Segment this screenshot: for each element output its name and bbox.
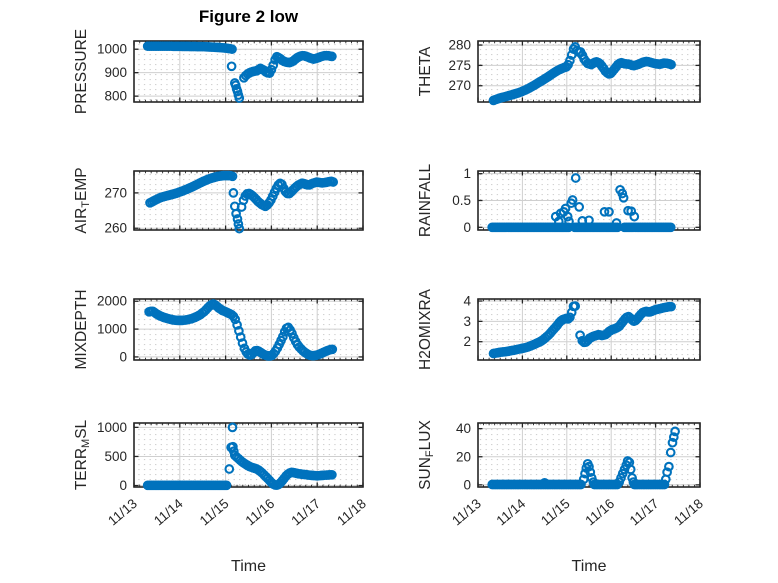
svg-text:11/16: 11/16 — [582, 496, 617, 529]
scatter-series-theta — [488, 42, 676, 106]
svg-text:0.5: 0.5 — [452, 193, 471, 208]
scatter-series-terrmsl — [142, 422, 337, 491]
svg-text:40: 40 — [456, 421, 471, 436]
x-tick-labels: 11/13 11/14 11/15 11/16 11/17 11/18 — [105, 495, 369, 528]
svg-text:11/14: 11/14 — [151, 495, 186, 528]
plot-h2omixra: 2 3 4 H2OMIXRA — [417, 288, 701, 370]
scatter-series-airtemp — [145, 170, 339, 234]
axes-frame — [477, 40, 701, 103]
plot-theta: 270 275 280 THETA — [417, 38, 701, 106]
y-axis-label-sunflux: SUNFLUX — [417, 420, 436, 490]
svg-text:275: 275 — [448, 58, 471, 73]
svg-text:500: 500 — [104, 449, 127, 464]
scatter-series-mixdepth — [144, 299, 338, 361]
svg-text:11/18: 11/18 — [334, 496, 369, 529]
y-tick-labels: 2 3 4 — [463, 294, 471, 350]
plot-mixdepth: 0 1000 2000 MIXDEPTH — [73, 289, 364, 370]
y-tick-labels: 270 275 280 — [448, 38, 471, 94]
axes-frame — [133, 170, 364, 231]
scatter-series-h2omixra — [488, 301, 676, 359]
y-axis-label-pressure: PRESSURE — [73, 29, 90, 114]
svg-text:20: 20 — [456, 449, 471, 464]
plot-airtemp: 260 270 AIRTEMP — [73, 167, 364, 236]
svg-text:270: 270 — [104, 185, 127, 200]
svg-text:900: 900 — [104, 65, 127, 80]
svg-text:11/13: 11/13 — [105, 496, 140, 529]
svg-text:11/13: 11/13 — [449, 496, 484, 529]
svg-text:11/18: 11/18 — [671, 496, 706, 529]
y-axis-label-h2omixra: H2OMIXRA — [417, 288, 434, 370]
svg-text:11/16: 11/16 — [243, 496, 278, 529]
y-tick-labels: 00.51 — [452, 166, 471, 235]
svg-text:11/17: 11/17 — [288, 496, 323, 529]
y-tick-labels: 800 900 1000 — [97, 42, 127, 104]
svg-text:11/15: 11/15 — [538, 496, 573, 529]
svg-text:0: 0 — [463, 220, 471, 235]
svg-text:0: 0 — [119, 349, 127, 364]
x-axis-label: Time — [572, 558, 607, 575]
y-axis-label-rainfall: RAINFALL — [417, 164, 434, 238]
axes-frame — [133, 422, 364, 488]
y-axis-label-terrmsl: TERRMSL — [73, 419, 92, 490]
axes-frame — [477, 422, 701, 488]
y-axis-label-mixdepth: MIXDEPTH — [73, 289, 90, 369]
svg-text:260: 260 — [104, 221, 127, 236]
svg-text:1: 1 — [463, 166, 471, 181]
svg-text:2000: 2000 — [97, 294, 127, 309]
svg-text:280: 280 — [448, 38, 471, 53]
y-axis-label-theta: THETA — [417, 46, 434, 96]
scatter-series-sunflux — [487, 426, 680, 490]
scatter-series-rainfall — [487, 173, 676, 233]
y-axis-label-airtemp: AIRTEMP — [73, 167, 92, 233]
svg-text:11/14: 11/14 — [494, 495, 529, 528]
axes-frame — [133, 298, 364, 361]
y-tick-labels: 0 1000 2000 — [97, 294, 127, 365]
svg-text:11/15: 11/15 — [197, 496, 232, 529]
svg-text:1000: 1000 — [97, 420, 127, 435]
y-tick-labels: 0 20 40 — [456, 421, 471, 492]
svg-text:1000: 1000 — [97, 322, 127, 337]
y-tick-labels: 0 500 1000 — [97, 420, 127, 493]
figure-title: Figure 2 low — [198, 7, 299, 26]
plot-terrmsl: 0 500 1000 TERRMSL 11/13 11/14 11/15 11/16 11/17… — [73, 419, 369, 575]
svg-text:11/17: 11/17 — [627, 496, 662, 529]
scatter-series-pressure — [142, 41, 337, 103]
axes-frame — [477, 298, 701, 361]
axes-frame — [133, 40, 364, 103]
svg-text:0: 0 — [463, 477, 471, 492]
x-tick-labels: 11/13 11/14 11/15 11/16 11/17 11/18 — [449, 495, 706, 528]
svg-text:4: 4 — [463, 294, 471, 309]
svg-text:2: 2 — [463, 334, 471, 349]
svg-text:800: 800 — [104, 89, 127, 104]
x-axis-label: Time — [231, 558, 266, 575]
svg-text:0: 0 — [119, 478, 127, 493]
svg-text:1000: 1000 — [97, 42, 127, 57]
y-tick-labels: 260 270 — [104, 185, 127, 235]
svg-text:3: 3 — [463, 314, 471, 329]
svg-text:270: 270 — [448, 78, 471, 93]
plot-pressure: 800 900 1000 PRESSURE — [73, 29, 364, 114]
